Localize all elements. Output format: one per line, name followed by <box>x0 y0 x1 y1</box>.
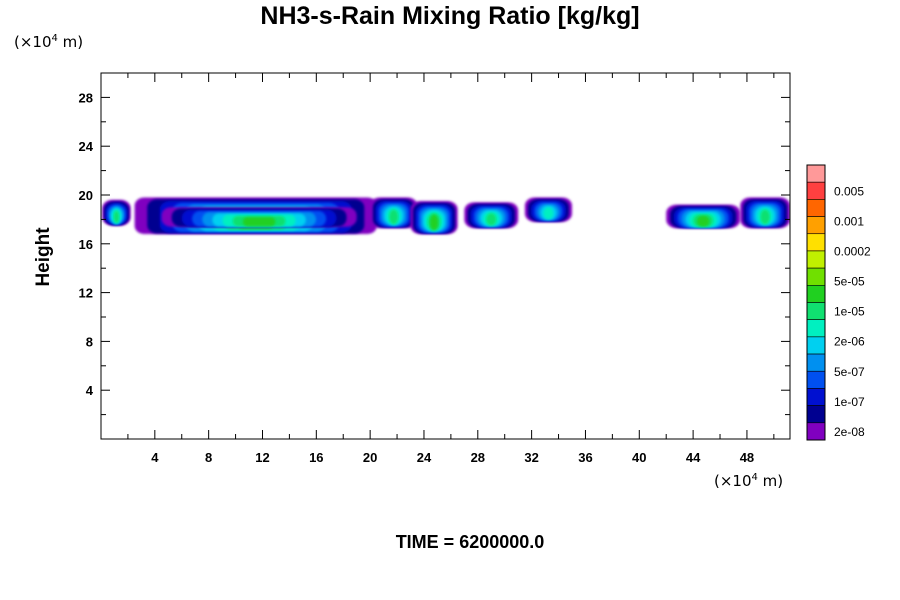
colorbar-label: 2e-06 <box>834 335 865 349</box>
y-tick-label: 8 <box>86 334 93 349</box>
colorbar-label: 0.0002 <box>834 244 871 258</box>
x-tick-label: 44 <box>686 450 701 465</box>
colorbar-label: 5e-05 <box>834 275 865 289</box>
colorbar-swatch <box>806 353 826 372</box>
colorbar-swatch <box>806 336 826 355</box>
colorbar-swatch <box>806 199 826 217</box>
colorbar-swatch <box>806 319 826 338</box>
x-tick-label: 24 <box>417 450 432 465</box>
colorbar-swatch <box>806 250 826 269</box>
chart-title: NH3-s-Rain Mixing Ratio [kg/kg] <box>260 2 640 30</box>
contour-band <box>113 210 120 223</box>
colorbar-swatch <box>806 267 826 286</box>
contour-band <box>543 207 554 220</box>
x-tick-label: 16 <box>309 450 323 465</box>
x-tick-label: 36 <box>578 450 592 465</box>
y-axis-unit: (×104 m) <box>14 33 84 51</box>
y-axis: 4 8 12 16 20 24 28 <box>79 90 790 416</box>
colorbar-label: 5e-07 <box>834 365 865 379</box>
colorbar: 0.005 0.001 0.0002 5e-05 1e-05 2e-06 5e-07 1e-0… <box>806 164 871 441</box>
contour-band <box>760 209 770 225</box>
y-tick-label: 20 <box>79 188 93 203</box>
contour-band <box>486 213 497 226</box>
x-axis: 4 8 12 16 20 24 28 32 36 40 44 48 <box>127 73 775 465</box>
colorbar-swatch <box>806 370 826 389</box>
contour-band <box>430 214 438 230</box>
colorbar-label: 1e-05 <box>834 305 865 319</box>
colorbar-label: 0.001 <box>834 214 864 228</box>
colorbar-swatch <box>806 388 826 406</box>
y-tick-label: 16 <box>79 237 93 252</box>
x-tick-label: 20 <box>363 450 377 465</box>
colorbar-label: 2e-08 <box>834 425 865 439</box>
y-tick-label: 12 <box>79 286 93 301</box>
x-tick-label: 48 <box>740 450 754 465</box>
colorbar-swatch <box>806 181 826 200</box>
colorbar-label: 1e-07 <box>834 395 865 409</box>
x-tick-label: 12 <box>255 450 269 465</box>
x-tick-label: 32 <box>524 450 538 465</box>
colorbar-frame <box>806 164 826 441</box>
time-label: TIME = 6200000.0 <box>395 532 545 552</box>
y-tick-label: 28 <box>79 90 93 105</box>
colorbar-swatch <box>806 285 826 303</box>
plot-frame <box>100 72 791 440</box>
colorbar-swatch <box>806 302 826 320</box>
colorbar-label: 0.005 <box>834 184 864 198</box>
x-tick-label: 28 <box>471 450 485 465</box>
y-tick-label: 24 <box>79 139 94 154</box>
colorbar-swatch <box>806 233 826 252</box>
contour-field <box>102 197 790 235</box>
y-tick-label: 4 <box>86 383 94 398</box>
colorbar-swatch <box>806 164 826 183</box>
x-axis-unit: (×104 m) <box>714 472 784 490</box>
colorbar-swatch <box>806 405 826 424</box>
colorbar-swatch <box>806 422 826 441</box>
x-tick-label: 8 <box>205 450 212 465</box>
contour-band <box>697 215 710 227</box>
contour-band <box>389 209 399 225</box>
colorbar-swatch <box>806 216 826 235</box>
x-tick-label: 4 <box>151 450 159 465</box>
contour-band <box>242 217 276 227</box>
x-tick-label: 40 <box>632 450 646 465</box>
